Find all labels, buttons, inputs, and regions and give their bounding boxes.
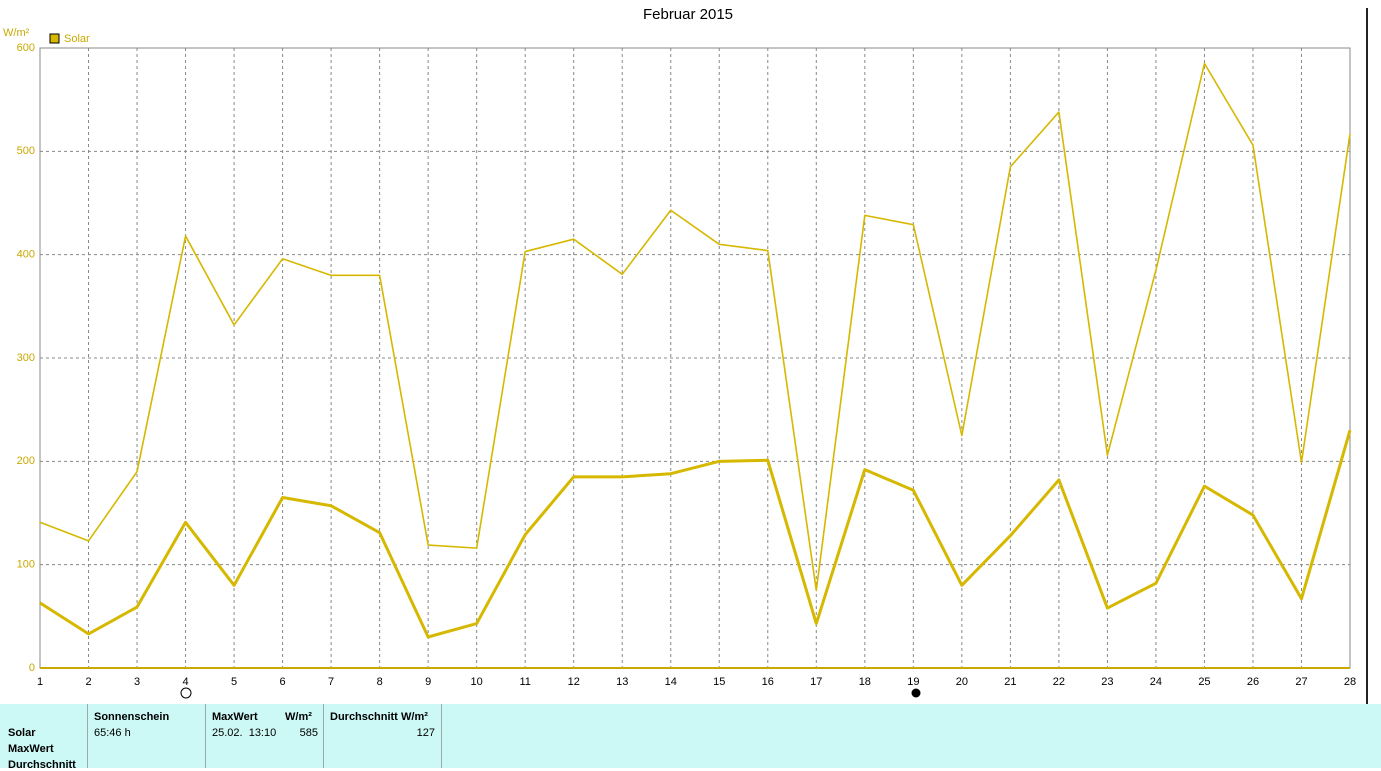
data-line bbox=[39, 62, 1351, 592]
x-tick-label: 21 bbox=[1004, 676, 1016, 688]
y-unit: W/m² bbox=[3, 27, 30, 39]
column-header: Sonnenschein bbox=[94, 711, 170, 723]
moon-new bbox=[911, 688, 921, 698]
x-tick-label: 9 bbox=[425, 676, 431, 688]
x-tick-label: 18 bbox=[859, 676, 871, 688]
x-tick-label: 2 bbox=[85, 676, 91, 688]
x-tick-label: 20 bbox=[956, 676, 968, 688]
separator bbox=[205, 704, 206, 768]
x-tick-label: 5 bbox=[231, 676, 237, 688]
window-edge bbox=[1366, 8, 1368, 704]
x-tick-label: 22 bbox=[1053, 676, 1065, 688]
legend-label: Solar bbox=[64, 33, 90, 45]
x-tick-label: 1 bbox=[37, 676, 43, 688]
x-tick-label: 7 bbox=[328, 676, 334, 688]
y-tick-label: 500 bbox=[17, 145, 35, 157]
x-tick-label: 26 bbox=[1247, 676, 1259, 688]
x-tick-label: 28 bbox=[1344, 676, 1356, 688]
x-tick-label: 27 bbox=[1295, 676, 1307, 688]
x-tick-label: 8 bbox=[377, 676, 383, 688]
separator bbox=[323, 704, 324, 768]
x-tick-label: 25 bbox=[1198, 676, 1210, 688]
cell-value: 65:46 h bbox=[94, 727, 131, 739]
cell-value: 585 bbox=[299, 727, 318, 739]
summary-panel: Solar MaxWert Durchschnitt Sonnenschein … bbox=[0, 704, 1381, 771]
x-tick-label: 15 bbox=[713, 676, 725, 688]
x-tick-label: 4 bbox=[182, 676, 188, 688]
separator bbox=[87, 704, 88, 768]
x-tick-label: 24 bbox=[1150, 676, 1162, 688]
y-tick-label: 300 bbox=[17, 352, 35, 364]
y-tick-label: 200 bbox=[17, 455, 35, 467]
y-tick-label: 400 bbox=[17, 249, 35, 261]
x-tick-label: 10 bbox=[471, 676, 483, 688]
legend-swatch bbox=[49, 33, 60, 44]
x-tick-label: 23 bbox=[1101, 676, 1113, 688]
x-tick-label: 19 bbox=[907, 676, 919, 688]
x-tick-label: 6 bbox=[280, 676, 286, 688]
x-tick-label: 16 bbox=[762, 676, 774, 688]
data-line bbox=[39, 429, 1352, 639]
row-label: Durchschnitt bbox=[8, 759, 76, 771]
column-header: MaxWert bbox=[212, 711, 258, 723]
moon-full bbox=[180, 687, 192, 699]
x-tick-label: 12 bbox=[568, 676, 580, 688]
row-label: Solar bbox=[8, 727, 36, 739]
column-unit: W/m² bbox=[401, 711, 428, 723]
y-tick-label: 100 bbox=[17, 559, 35, 571]
column-unit: W/m² bbox=[285, 711, 312, 723]
separator bbox=[441, 704, 442, 768]
row-label: MaxWert bbox=[8, 743, 54, 755]
x-tick-label: 17 bbox=[810, 676, 822, 688]
chart-title: Februar 2015 bbox=[643, 6, 733, 23]
x-tick-label: 14 bbox=[665, 676, 677, 688]
y-tick-label: 0 bbox=[29, 662, 35, 674]
x-tick-label: 3 bbox=[134, 676, 140, 688]
y-tick-label: 600 bbox=[17, 42, 35, 54]
cell-date: 25.02. 13:10 bbox=[212, 727, 277, 739]
x-tick-label: 11 bbox=[519, 676, 530, 688]
column-header: Durchschnitt bbox=[330, 711, 398, 723]
cell-value: 127 bbox=[416, 727, 435, 739]
x-tick-label: 13 bbox=[616, 676, 628, 688]
